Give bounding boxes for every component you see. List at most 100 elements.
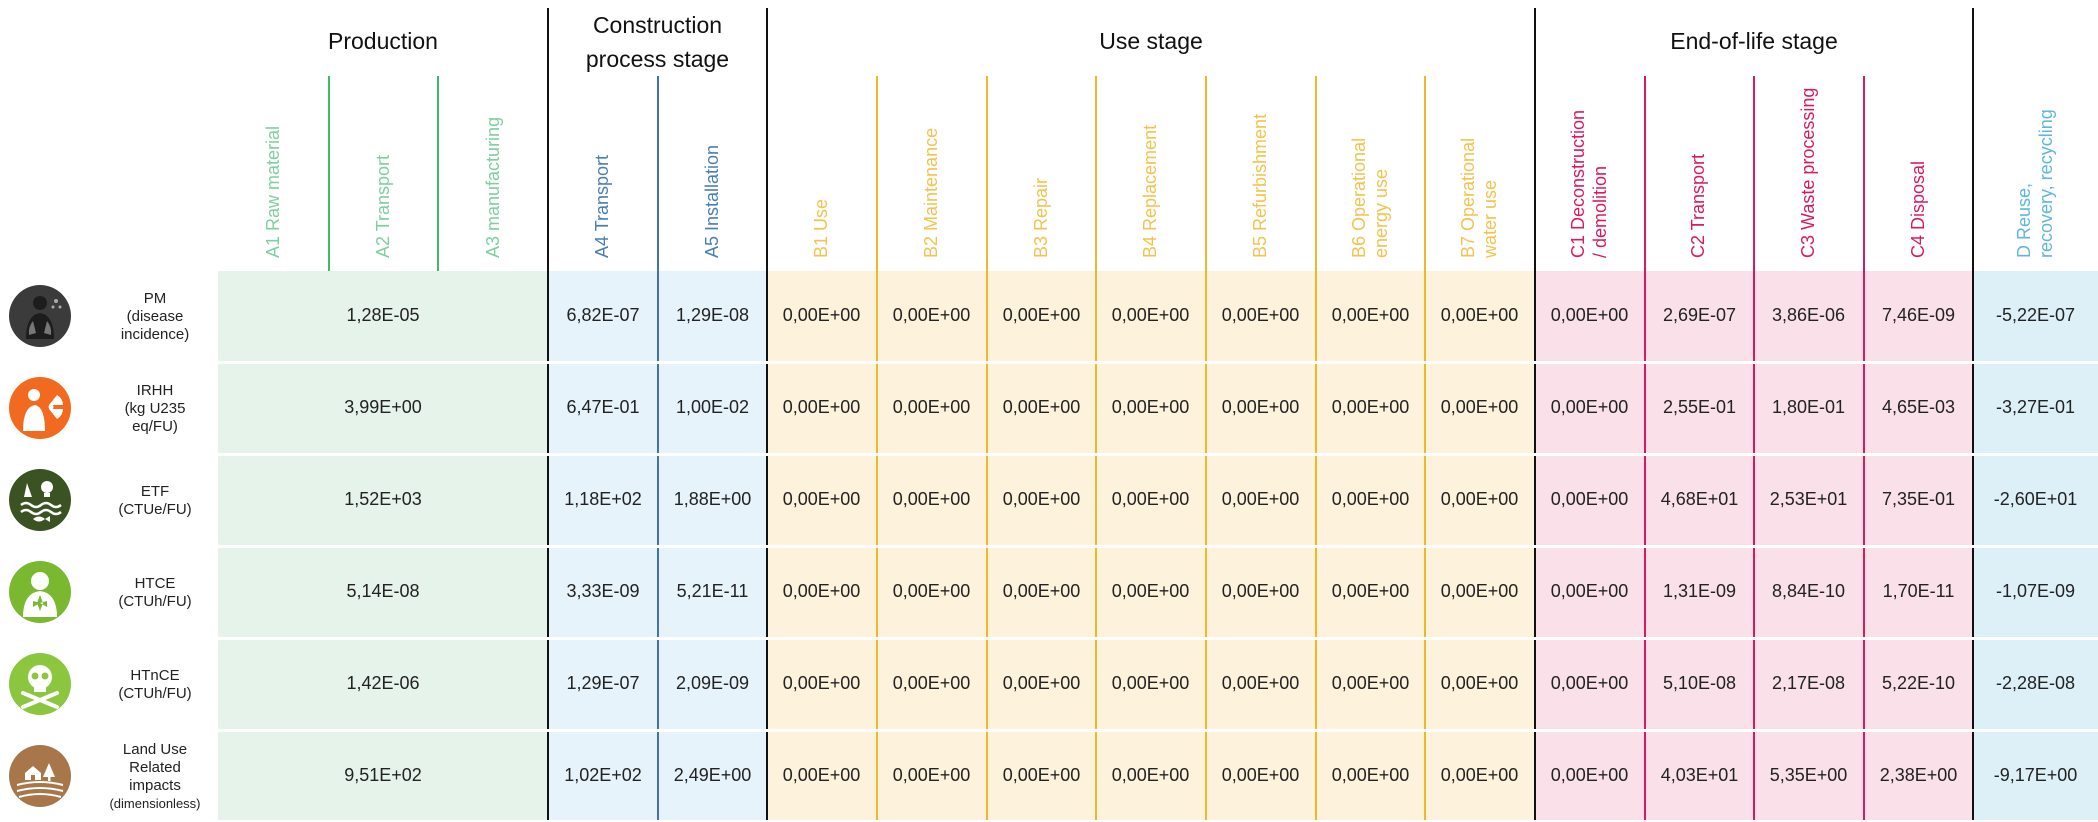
divider-a2-a3 xyxy=(437,76,439,271)
column-header-a4: A4 Transport xyxy=(592,154,612,258)
land-use-icon xyxy=(9,745,71,807)
value-a1-a3: 3,99E+00 xyxy=(344,397,422,417)
indicator-unit: (CTUh/FU) xyxy=(118,592,192,610)
indicator-unit: (kg U235 xyxy=(124,399,186,417)
indicator-label: IRHH (kg U235 eq/FU) xyxy=(95,363,215,454)
value-b5: 0,00E+00 xyxy=(1221,305,1300,325)
value-b2: 0,00E+00 xyxy=(892,765,971,785)
value-b6: 0,00E+00 xyxy=(1331,397,1410,417)
value-c1: 0,00E+00 xyxy=(1550,397,1629,417)
value-c1: 0,00E+00 xyxy=(1550,581,1629,601)
column-header-b6: B6 Operational energy use xyxy=(1349,137,1391,258)
value-b4: 0,00E+00 xyxy=(1111,765,1190,785)
value-b1: 0,00E+00 xyxy=(782,397,861,417)
indicator-unit: (CTUe/FU) xyxy=(118,500,192,518)
value-c2: 4,68E+01 xyxy=(1660,489,1739,509)
group-production: Production xyxy=(328,28,438,54)
value-c4: 2,38E+00 xyxy=(1879,765,1958,785)
divider-a1-a2 xyxy=(328,76,330,271)
row-separator xyxy=(218,361,2098,364)
value-a1-a3: 5,14E-08 xyxy=(346,581,420,601)
value-a4: 6,47E-01 xyxy=(566,397,640,417)
value-c4: 5,22E-10 xyxy=(1881,673,1956,693)
group-construction: Construction process stage xyxy=(548,8,767,76)
value-b6: 0,00E+00 xyxy=(1331,489,1410,509)
column-header-b7: B7 Operational water use xyxy=(1458,137,1500,258)
group-construction-line2: process stage xyxy=(585,46,730,72)
value-b3: 0,00E+00 xyxy=(1002,397,1081,417)
indicator-unit: incidence) xyxy=(120,325,190,343)
column-header-a3: A3 manufacturing xyxy=(483,116,503,258)
column-header-c2: C2 Transport xyxy=(1688,153,1708,258)
value-b4: 0,00E+00 xyxy=(1111,397,1190,417)
value-b3: 0,00E+00 xyxy=(1002,305,1081,325)
divider-c3-c4 xyxy=(1863,76,1865,820)
group-eol: End-of-life stage xyxy=(1670,28,1838,54)
value-b1: 0,00E+00 xyxy=(782,305,861,325)
value-b4: 0,00E+00 xyxy=(1111,489,1190,509)
indicator-unit-note: (dimensionless) xyxy=(109,795,201,811)
value-b5: 0,00E+00 xyxy=(1221,581,1300,601)
value-b6: 0,00E+00 xyxy=(1331,581,1410,601)
value-a4: 1,29E-07 xyxy=(566,673,640,693)
value-b2: 0,00E+00 xyxy=(892,581,971,601)
value-b1: 0,00E+00 xyxy=(782,765,861,785)
row-separator xyxy=(218,637,2098,640)
row-separator xyxy=(218,729,2098,732)
indicator-name: HTCE xyxy=(134,574,176,592)
column-header-c3: C3 Waste processing xyxy=(1798,87,1818,258)
value-a5: 2,49E+00 xyxy=(673,765,752,785)
value-b7: 0,00E+00 xyxy=(1440,305,1519,325)
value-b1: 0,00E+00 xyxy=(782,489,861,509)
divider-eol-d xyxy=(1972,8,1974,820)
divider-c2-c3 xyxy=(1753,76,1755,820)
value-b5: 0,00E+00 xyxy=(1221,489,1300,509)
value-b7: 0,00E+00 xyxy=(1440,489,1519,509)
value-c1: 0,00E+00 xyxy=(1550,305,1629,325)
value-c4: 7,46E-09 xyxy=(1881,305,1956,325)
indicator-unit: Related xyxy=(129,758,181,776)
value-c3: 1,80E-01 xyxy=(1771,397,1846,417)
value-c2: 2,55E-01 xyxy=(1662,397,1737,417)
value-c2: 5,10E-08 xyxy=(1662,673,1737,693)
column-header-c4: C4 Disposal xyxy=(1908,160,1928,258)
value-a4: 6,82E-07 xyxy=(566,305,640,325)
human-toxicity-cancer-icon xyxy=(9,561,71,623)
value-a5: 5,21E-11 xyxy=(676,581,749,601)
value-d: -2,28E-08 xyxy=(1995,673,2076,693)
value-c2: 1,31E-09 xyxy=(1662,581,1737,601)
value-b1: 0,00E+00 xyxy=(782,581,861,601)
divider-b2-b3 xyxy=(986,76,988,820)
value-c4: 4,65E-03 xyxy=(1881,397,1956,417)
value-b3: 0,00E+00 xyxy=(1002,489,1081,509)
radiation-icon xyxy=(9,377,71,439)
value-d: -2,60E+01 xyxy=(1993,489,2078,509)
divider-b6-b7 xyxy=(1424,76,1426,820)
value-a5: 1,00E-02 xyxy=(675,397,750,417)
skull-crossbones-icon xyxy=(9,653,71,715)
indicator-label: ETF (CTUe/FU) xyxy=(95,455,215,546)
divider-b1-b2 xyxy=(876,76,878,820)
value-b5: 0,00E+00 xyxy=(1221,397,1300,417)
value-a1-a3: 1,52E+03 xyxy=(344,489,422,509)
divider-use-eol xyxy=(1534,8,1536,820)
value-b5: 0,00E+00 xyxy=(1221,673,1300,693)
value-c3: 5,35E+00 xyxy=(1769,765,1848,785)
value-b3: 0,00E+00 xyxy=(1002,581,1081,601)
indicator-label: HTCE (CTUh/FU) xyxy=(95,547,215,638)
value-b6: 0,00E+00 xyxy=(1331,765,1410,785)
value-a1-a3: 9,51E+02 xyxy=(344,765,422,785)
value-c3: 2,17E-08 xyxy=(1771,673,1846,693)
value-b4: 0,00E+00 xyxy=(1111,581,1190,601)
value-c3: 8,84E-10 xyxy=(1771,581,1846,601)
column-header-b1: B1 Use xyxy=(811,198,831,258)
value-b7: 0,00E+00 xyxy=(1440,673,1519,693)
value-b7: 0,00E+00 xyxy=(1440,397,1519,417)
value-a5: 1,29E-08 xyxy=(675,305,750,325)
column-header-b3: B3 Repair xyxy=(1031,177,1051,258)
column-header-d: D Reuse, recovery, recycling xyxy=(2014,109,2056,258)
indicator-name: ETF xyxy=(140,482,170,500)
column-header-c1: C1 Deconstruction / demolition xyxy=(1568,109,1610,258)
value-b1: 0,00E+00 xyxy=(782,673,861,693)
value-d: -3,27E-01 xyxy=(1995,397,2076,417)
